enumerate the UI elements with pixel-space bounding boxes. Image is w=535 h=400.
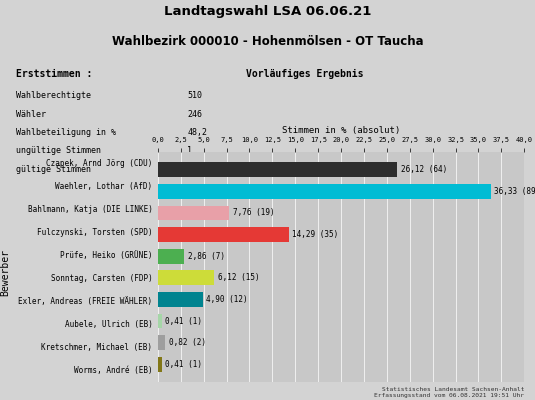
Text: Fulczynski, Torsten (SPD): Fulczynski, Torsten (SPD) (37, 228, 152, 237)
Text: 1: 1 (187, 146, 192, 155)
Bar (158, 227, 289, 242)
Text: 48,2: 48,2 (187, 128, 207, 137)
Text: Vorläufiges Ergebnis: Vorläufiges Ergebnis (246, 69, 364, 79)
Text: Landtagswahl LSA 06.06.21: Landtagswahl LSA 06.06.21 (164, 5, 371, 18)
Bar (158, 292, 203, 307)
Text: 246: 246 (187, 110, 202, 119)
Text: Wahlbezirk 000010 - Hohenmölsen - OT Taucha: Wahlbezirk 000010 - Hohenmölsen - OT Tau… (112, 35, 423, 48)
Text: Wahlbeteiligung in %: Wahlbeteiligung in % (16, 128, 116, 137)
Text: Wahlberechtigte: Wahlberechtigte (16, 91, 91, 100)
Text: 245: 245 (187, 165, 202, 174)
Text: Wähler: Wähler (16, 110, 46, 119)
Text: 14,29 (35): 14,29 (35) (293, 230, 339, 239)
Bar (158, 314, 162, 328)
Text: 6,12 (15): 6,12 (15) (218, 273, 259, 282)
Text: Erststimmen :: Erststimmen : (16, 69, 93, 79)
Text: Exler, Andreas (FREIE WÄHLER): Exler, Andreas (FREIE WÄHLER) (18, 297, 152, 306)
Text: Czapek, Arnd Jörg (CDU): Czapek, Arnd Jörg (CDU) (46, 159, 152, 168)
Bar (158, 270, 214, 285)
Bar (158, 335, 165, 350)
Text: 4,90 (12): 4,90 (12) (207, 295, 248, 304)
Text: 7,76 (19): 7,76 (19) (233, 208, 274, 218)
Text: Waehler, Lothar (AfD): Waehler, Lothar (AfD) (55, 182, 152, 191)
Text: 2,86 (7): 2,86 (7) (188, 252, 225, 261)
Text: 510: 510 (187, 91, 202, 100)
Text: 0,41 (1): 0,41 (1) (165, 360, 202, 369)
Text: Statistisches Landesamt Sachsen-Anhalt
Erfassungsstand vom 06.08.2021 19:51 Uhr: Statistisches Landesamt Sachsen-Anhalt E… (374, 387, 524, 398)
Bar (158, 249, 184, 264)
Text: Kretschmer, Michael (EB): Kretschmer, Michael (EB) (42, 343, 152, 352)
Bar (158, 162, 397, 177)
Text: 26,12 (64): 26,12 (64) (401, 165, 447, 174)
Text: ungültige Stimmen: ungültige Stimmen (16, 146, 101, 155)
Text: Sonntag, Carsten (FDP): Sonntag, Carsten (FDP) (51, 274, 152, 283)
Bar (158, 206, 229, 220)
Text: 0,41 (1): 0,41 (1) (165, 316, 202, 326)
X-axis label: Stimmen in % (absolut): Stimmen in % (absolut) (282, 126, 400, 135)
Bar (158, 184, 491, 199)
Text: 36,33 (89): 36,33 (89) (494, 187, 535, 196)
Text: Prüfe, Heiko (GRÜNE): Prüfe, Heiko (GRÜNE) (60, 251, 152, 260)
Text: Bahlmann, Katja (DIE LINKE): Bahlmann, Katja (DIE LINKE) (28, 205, 152, 214)
Bar (158, 357, 162, 372)
Text: Bewerber: Bewerber (1, 248, 10, 296)
Text: gültige Stimmen: gültige Stimmen (16, 165, 91, 174)
Text: 0,82 (2): 0,82 (2) (169, 338, 206, 347)
Text: Aubele, Ulrich (EB): Aubele, Ulrich (EB) (65, 320, 152, 329)
Text: Worms, André (EB): Worms, André (EB) (74, 366, 152, 375)
